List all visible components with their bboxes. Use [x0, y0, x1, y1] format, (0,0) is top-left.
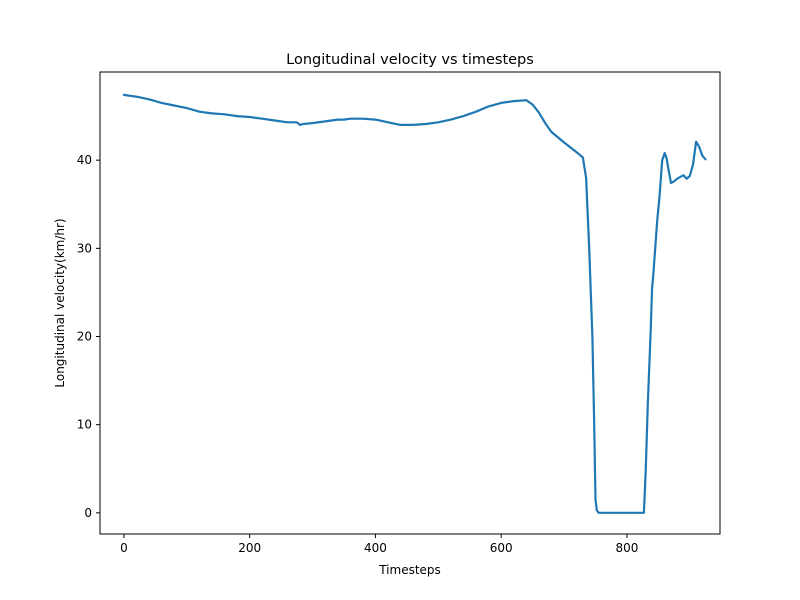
x-axis: 0 200 400 600 800 [120, 534, 638, 555]
plot-frame [99, 71, 721, 535]
x-tick-label: 400 [364, 541, 387, 555]
y-tick-label: 10 [77, 418, 92, 432]
chart-title: Longitudinal velocity vs timesteps [286, 52, 534, 68]
x-tick-label: 200 [238, 541, 261, 555]
y-tick-label: 30 [77, 241, 92, 255]
y-axis-label: Longitudinal velocity(km/hr) [53, 218, 67, 387]
x-axis-label: Timesteps [378, 563, 441, 577]
x-tick-label: 800 [615, 541, 638, 555]
x-tick-label: 600 [490, 541, 513, 555]
y-tick-label: 0 [84, 506, 92, 520]
x-tick-label: 0 [120, 541, 128, 555]
y-tick-label: 40 [77, 153, 92, 167]
velocity-line [122, 93, 707, 514]
y-axis: 0 10 20 30 40 [77, 153, 100, 520]
y-tick-label: 20 [77, 330, 92, 344]
